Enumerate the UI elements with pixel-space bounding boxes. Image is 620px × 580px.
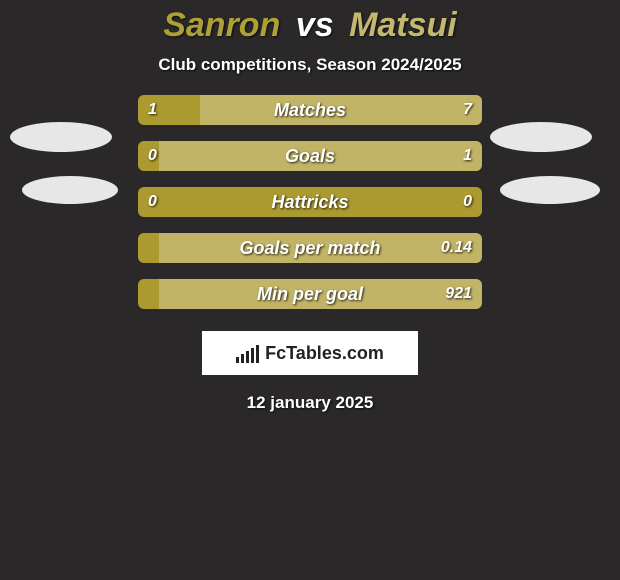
stat-bar-left — [138, 233, 159, 263]
stat-value-right: 1 — [463, 141, 472, 171]
logo-bar-icon — [241, 354, 244, 363]
comparison-title: Sanron vs Matsui — [0, 0, 620, 47]
logo-bars-icon — [236, 343, 259, 363]
player1-name: Sanron — [163, 6, 280, 44]
subtitle: Club competitions, Season 2024/2025 — [0, 55, 620, 75]
logo-text: FcTables.com — [265, 343, 384, 364]
player2-name: Matsui — [349, 6, 457, 44]
stat-value-right: 0.14 — [441, 233, 472, 263]
stat-bar — [138, 279, 482, 309]
stat-bar-left — [138, 187, 482, 217]
stat-bar — [138, 187, 482, 217]
stat-bar-right — [200, 95, 482, 125]
logo-box: FcTables.com — [202, 331, 418, 375]
stat-row: Goals per match0.14 — [0, 233, 620, 279]
avatar-ellipse — [490, 122, 592, 152]
stat-bar — [138, 95, 482, 125]
date-text: 12 january 2025 — [0, 393, 620, 413]
stat-bar-right — [159, 279, 482, 309]
logo-bar-icon — [256, 345, 259, 363]
stat-value-right: 921 — [445, 279, 472, 309]
stat-bar-left — [138, 279, 159, 309]
stat-value-left: 0 — [148, 141, 157, 171]
avatar-ellipse — [500, 176, 600, 204]
stat-bar-right — [159, 233, 482, 263]
stat-bar — [138, 141, 482, 171]
stat-value-left: 1 — [148, 95, 157, 125]
avatar-ellipse — [22, 176, 118, 204]
stat-bar-right — [159, 141, 482, 171]
vs-text: vs — [296, 6, 334, 44]
logo-bar-icon — [246, 351, 249, 363]
stat-value-left: 0 — [148, 187, 157, 217]
stat-bar — [138, 233, 482, 263]
logo-bar-icon — [236, 357, 239, 363]
stat-value-right: 7 — [463, 95, 472, 125]
stat-value-right: 0 — [463, 187, 472, 217]
stat-row: Min per goal921 — [0, 279, 620, 325]
avatar-ellipse — [10, 122, 112, 152]
logo-bar-icon — [251, 348, 254, 363]
